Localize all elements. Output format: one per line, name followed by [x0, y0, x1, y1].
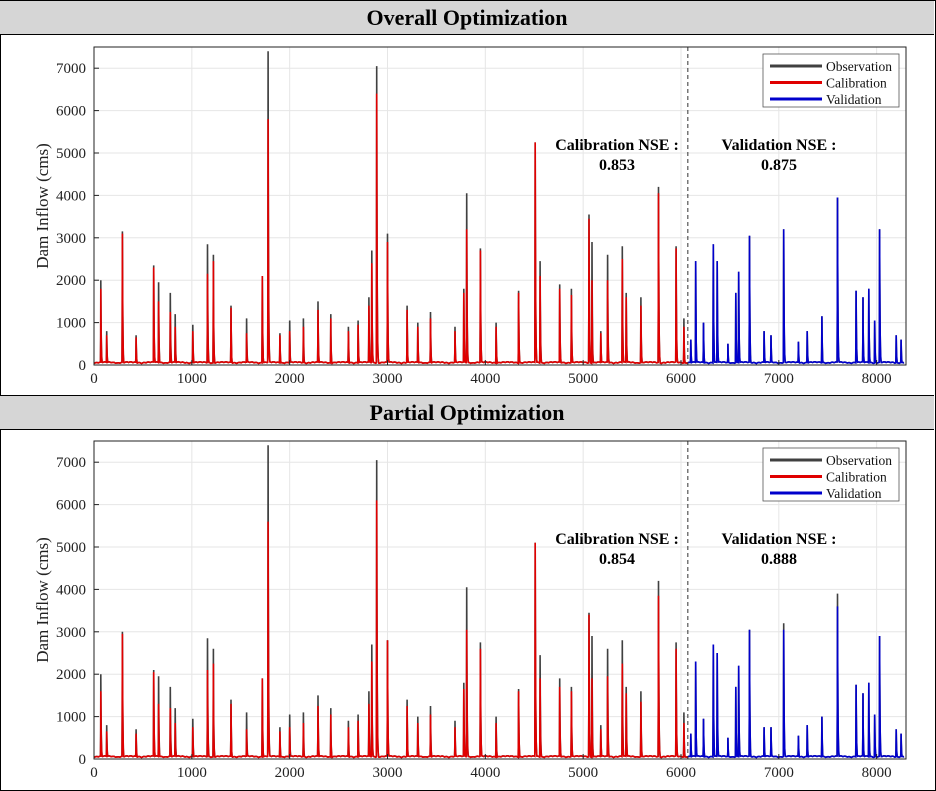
calibration-nse-value: 0.853 — [599, 157, 635, 174]
legend-label-observation: Observation — [826, 59, 892, 74]
y-tick-label: 2000 — [56, 273, 86, 289]
axes-box — [93, 46, 907, 366]
x-tick-label: 0 — [90, 765, 98, 781]
y-tick-label: 6000 — [56, 498, 86, 514]
y-tick-label: 1000 — [56, 316, 86, 332]
y-tick-label: 2000 — [56, 667, 86, 683]
series-validation — [687, 197, 905, 365]
y-tick-label: 0 — [79, 752, 87, 768]
legend-label-calibration: Calibration — [826, 470, 887, 485]
y-tick-label: 6000 — [56, 104, 86, 120]
x-tick-label: 6000 — [666, 371, 696, 387]
panel-title-overall: Overall Optimization — [0, 1, 934, 35]
x-tick-label: 3000 — [372, 371, 402, 387]
x-tick-label: 7000 — [764, 765, 794, 781]
x-tick-label: 0 — [90, 371, 98, 387]
x-tick-label: 6000 — [666, 765, 696, 781]
validation-nse-label: Validation NSE : — [722, 531, 837, 548]
axes-box — [93, 440, 907, 760]
series-calibration — [93, 93, 689, 365]
x-tick-label: 2000 — [275, 371, 305, 387]
series-calibration — [93, 500, 689, 759]
y-tick-label: 7000 — [56, 455, 86, 471]
calibration-nse-label: Calibration NSE : — [555, 137, 679, 154]
y-tick-label: 4000 — [56, 582, 86, 598]
calibration-nse-value: 0.854 — [599, 551, 635, 568]
y-tick-label: 7000 — [56, 61, 86, 77]
validation-nse-value: 0.888 — [761, 551, 797, 568]
x-tick-label: 8000 — [862, 765, 892, 781]
y-tick-label: 3000 — [56, 231, 86, 247]
x-tick-label: 8000 — [862, 371, 892, 387]
y-tick-label: 5000 — [56, 146, 86, 162]
y-tick-label: 3000 — [56, 625, 86, 641]
legend-label-calibration: Calibration — [826, 76, 887, 91]
y-axis-label: Dam Inflow (cms) — [33, 143, 52, 269]
y-tick-label: 1000 — [56, 710, 86, 726]
y-tick-label: 5000 — [56, 540, 86, 556]
y-axis-label: Dam Inflow (cms) — [33, 537, 52, 663]
x-tick-label: 3000 — [372, 765, 402, 781]
chart-partial-optimization: 0 1000 2000 3000 4000 5000 6000 7000 8000 0 1000 20… — [33, 440, 907, 781]
x-tick-label: 5000 — [568, 765, 598, 781]
panel-title-partial: Partial Optimization — [0, 395, 934, 430]
x-tick-label: 2000 — [275, 765, 305, 781]
series-validation — [687, 606, 905, 759]
y-tick-label: 4000 — [56, 188, 86, 204]
x-tick-label: 1000 — [177, 371, 207, 387]
x-tick-label: 1000 — [177, 765, 207, 781]
legend-label-observation: Observation — [826, 453, 892, 468]
x-tick-label: 7000 — [764, 371, 794, 387]
x-tick-label: 4000 — [470, 371, 500, 387]
validation-nse-value: 0.875 — [761, 157, 797, 174]
legend-label-validation: Validation — [826, 92, 882, 107]
x-tick-label: 4000 — [470, 765, 500, 781]
y-tick-label: 0 — [79, 358, 87, 374]
legend-label-validation: Validation — [826, 486, 882, 501]
chart-overall-optimization: 0 1000 2000 3000 4000 5000 6000 7000 8000 0 1000 20… — [33, 46, 907, 387]
calibration-nse-label: Calibration NSE : — [555, 531, 679, 548]
x-tick-label: 5000 — [568, 371, 598, 387]
validation-nse-label: Validation NSE : — [722, 137, 837, 154]
